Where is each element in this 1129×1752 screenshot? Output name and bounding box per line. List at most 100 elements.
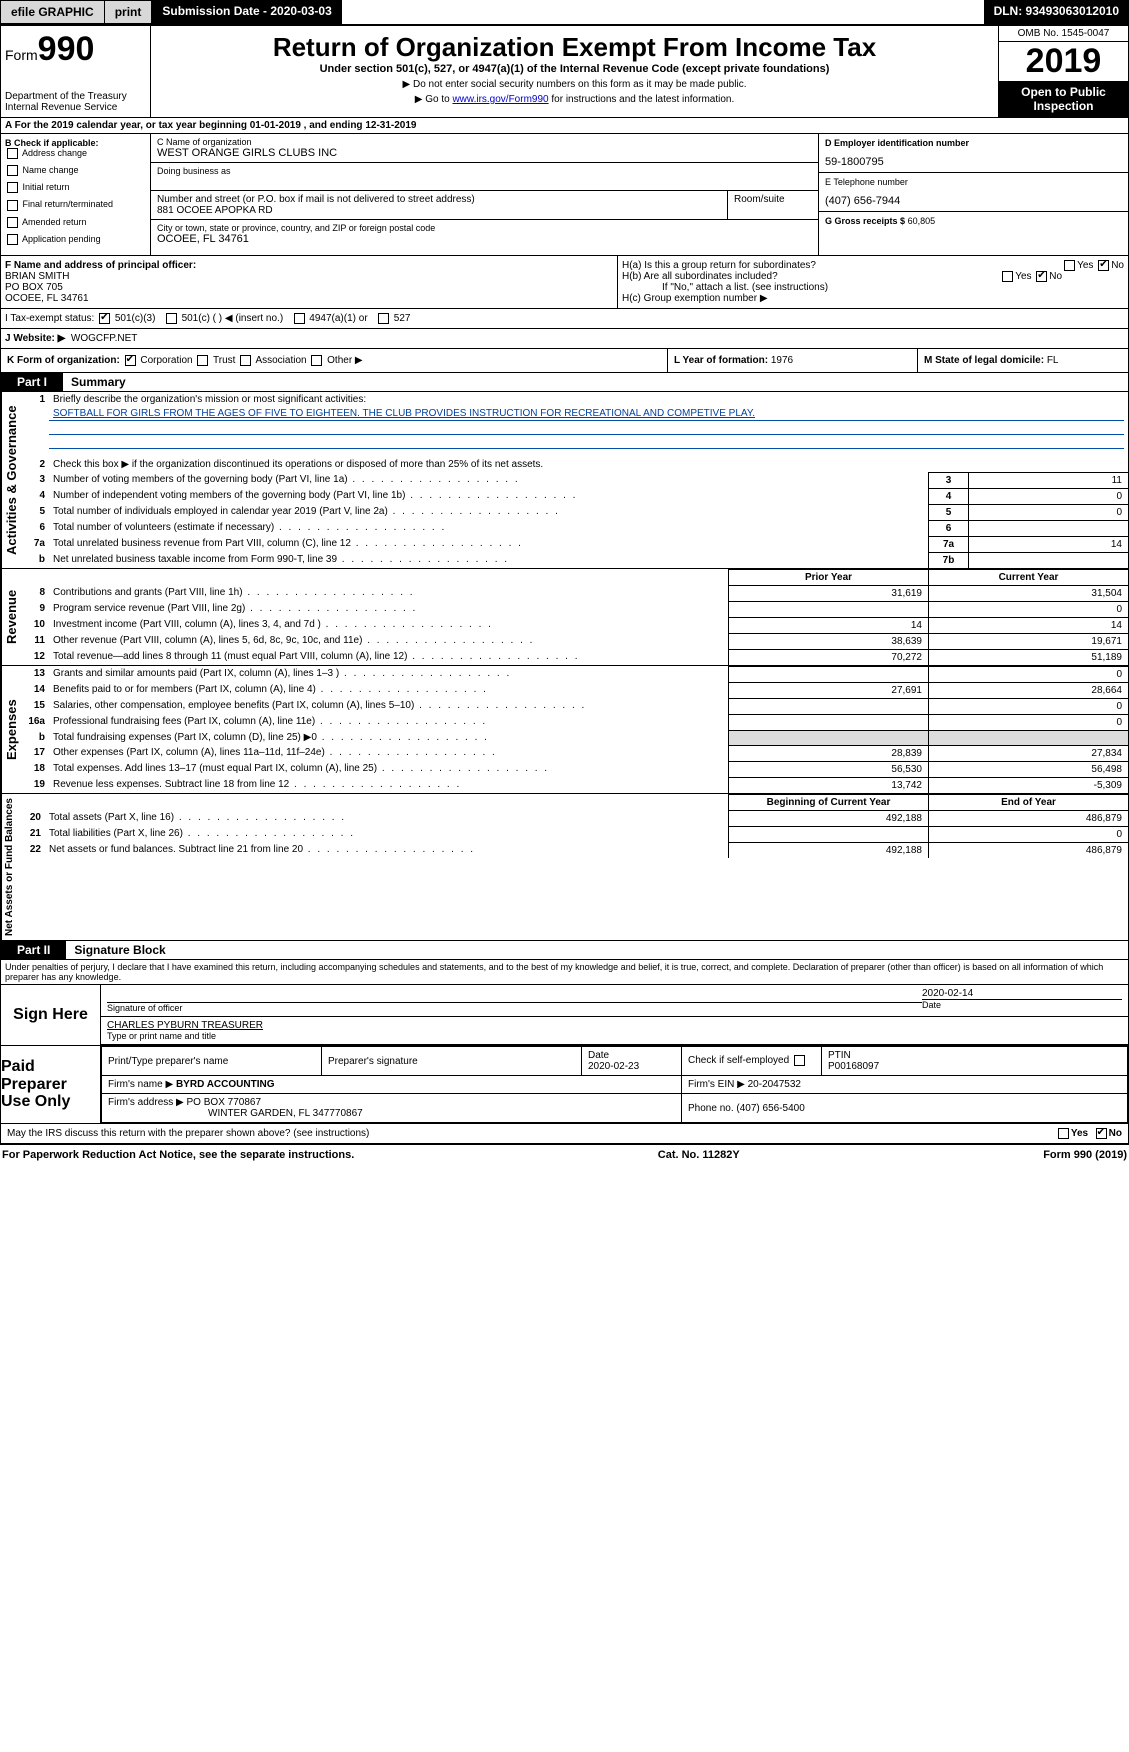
firm-addr2: WINTER GARDEN, FL 347770867	[108, 1108, 363, 1119]
sign-date-label: Date	[922, 999, 1122, 1010]
chk-4947[interactable]	[294, 313, 305, 324]
website-value: WOGCFP.NET	[71, 333, 137, 344]
line-15: 15Salaries, other compensation, employee…	[21, 698, 1128, 714]
vlabel-governance: Activities & Governance	[1, 392, 21, 568]
firm-ein: 20-2047532	[748, 1079, 801, 1090]
form-title: Return of Organization Exempt From Incom…	[157, 32, 992, 63]
note-ssn: ▶ Do not enter social security numbers o…	[157, 79, 992, 90]
sig-officer-label: Signature of officer	[107, 1002, 922, 1013]
preparer-table: Print/Type preparer's name Preparer's si…	[101, 1046, 1128, 1123]
paid-preparer-block: Paid Preparer Use Only Print/Type prepar…	[0, 1046, 1129, 1124]
line-22: 22Net assets or fund balances. Subtract …	[17, 842, 1128, 858]
part2-header: Part II Signature Block	[0, 941, 1129, 960]
dln: DLN: 93493063012010	[984, 0, 1129, 24]
chk-assoc[interactable]	[240, 355, 251, 366]
summary-line-3: 3Number of voting members of the governi…	[21, 472, 1128, 488]
line-11: 11Other revenue (Part VIII, column (A), …	[21, 633, 1128, 649]
form-number: Form990	[5, 30, 146, 69]
row-j: J Website: ▶ WOGCFP.NET	[0, 329, 1129, 349]
section-revenue: Revenue Prior Year Current Year 8Contrib…	[0, 569, 1129, 666]
line-14: 14Benefits paid to or for members (Part …	[21, 682, 1128, 698]
hdr-current: Current Year	[928, 569, 1128, 585]
mission-text: SOFTBALL FOR GIRLS FROM THE AGES OF FIVE…	[49, 407, 1124, 421]
officer-po: PO BOX 705	[5, 282, 63, 293]
chk-527[interactable]	[378, 313, 389, 324]
line-19: 19Revenue less expenses. Subtract line 1…	[21, 777, 1128, 793]
row-a-period: A For the 2019 calendar year, or tax yea…	[0, 118, 1129, 134]
form-subtitle: Under section 501(c), 527, or 4947(a)(1)…	[157, 63, 992, 75]
hdr-begin: Beginning of Current Year	[728, 794, 928, 810]
line-21: 21Total liabilities (Part X, line 26)0	[17, 826, 1128, 842]
prep-name-hdr: Print/Type preparer's name	[102, 1047, 322, 1076]
part1-header: Part I Summary	[0, 373, 1129, 392]
officer-label: F Name and address of principal officer:	[5, 260, 196, 271]
chk-other[interactable]	[311, 355, 322, 366]
perjury-text: Under penalties of perjury, I declare th…	[0, 960, 1129, 985]
open-to-public: Open to Public Inspection	[999, 81, 1128, 117]
ein-cell: D Employer identification number 59-1800…	[819, 134, 1128, 173]
irs-link[interactable]: www.irs.gov/Form990	[452, 94, 548, 105]
h-c: H(c) Group exemption number ▶	[622, 293, 1124, 304]
chk-address-change[interactable]: Address change	[5, 148, 146, 159]
summary-line-4: 4Number of independent voting members of…	[21, 488, 1128, 504]
chk-name-change[interactable]: Name change	[5, 165, 146, 176]
irs-label: Internal Revenue Service	[5, 102, 146, 113]
h-a: H(a) Is this a group return for subordin…	[622, 260, 1124, 271]
h-b-note: If "No," attach a list. (see instruction…	[622, 282, 1124, 293]
summary-line-7b: bNet unrelated business taxable income f…	[21, 552, 1128, 568]
vlabel-expenses: Expenses	[1, 666, 21, 793]
prep-date: 2020-02-23	[588, 1061, 639, 1072]
line-9: 9Program service revenue (Part VIII, lin…	[21, 601, 1128, 617]
firm-name: BYRD ACCOUNTING	[176, 1079, 275, 1090]
chk-501c3[interactable]	[99, 313, 110, 324]
line-18: 18Total expenses. Add lines 13–17 (must …	[21, 761, 1128, 777]
officer-typed-name: CHARLES PYBURN TREASURER	[107, 1020, 1122, 1031]
print-button[interactable]: print	[105, 0, 153, 24]
line2-desc: Check this box ▶ if the organization dis…	[49, 457, 1128, 472]
chk-501c[interactable]	[166, 313, 177, 324]
chk-amended[interactable]: Amended return	[5, 217, 146, 228]
top-bar: efile GRAPHIC print Submission Date - 20…	[0, 0, 1129, 24]
chk-corp[interactable]	[125, 355, 136, 366]
room-cell: Room/suite	[728, 191, 818, 219]
chk-trust[interactable]	[197, 355, 208, 366]
chk-pending[interactable]: Application pending	[5, 234, 146, 245]
col-b-checkboxes: B Check if applicable: Address change Na…	[1, 134, 151, 255]
firm-phone: (407) 656-5400	[736, 1103, 804, 1114]
tax-year: 2019	[999, 42, 1128, 81]
vlabel-net: Net Assets or Fund Balances	[1, 794, 17, 940]
prep-self-employed[interactable]: Check if self-employed	[682, 1047, 822, 1076]
line-12: 12Total revenue—add lines 8 through 11 (…	[21, 649, 1128, 665]
summary-line-6: 6Total number of volunteers (estimate if…	[21, 520, 1128, 536]
officer-name-label: Type or print name and title	[107, 1031, 1122, 1041]
may-discuss: May the IRS discuss this return with the…	[0, 1124, 1129, 1144]
officer-name: BRIAN SMITH	[5, 271, 69, 282]
hdr-end: End of Year	[928, 794, 1128, 810]
chk-final-return[interactable]: Final return/terminated	[5, 199, 146, 210]
page-footer: For Paperwork Reduction Act Notice, see …	[0, 1144, 1129, 1165]
form-header: Form990 Department of the Treasury Inter…	[0, 24, 1129, 118]
efile-button[interactable]: efile GRAPHIC	[0, 0, 105, 24]
note-link: ▶ Go to www.irs.gov/Form990 for instruct…	[157, 94, 992, 105]
street-cell: Number and street (or P.O. box if mail i…	[151, 191, 728, 219]
paid-label: Paid Preparer Use Only	[1, 1046, 101, 1123]
line1-desc: Briefly describe the organization's miss…	[49, 392, 1128, 407]
line-17: 17Other expenses (Part IX, column (A), l…	[21, 745, 1128, 761]
line-8: 8Contributions and grants (Part VIII, li…	[21, 585, 1128, 601]
h-b: H(b) Are all subordinates included? Yes …	[622, 271, 1124, 282]
prep-sig-hdr: Preparer's signature	[322, 1047, 582, 1076]
summary-line-7a: 7aTotal unrelated business revenue from …	[21, 536, 1128, 552]
section-governance: Activities & Governance 1Briefly describ…	[0, 392, 1129, 569]
chk-initial-return[interactable]: Initial return	[5, 182, 146, 193]
omb-number: OMB No. 1545-0047	[999, 26, 1128, 42]
entity-grid: B Check if applicable: Address change Na…	[0, 134, 1129, 256]
line-16a: 16aProfessional fundraising fees (Part I…	[21, 714, 1128, 730]
row-i: I Tax-exempt status: 501(c)(3) 501(c) ( …	[0, 309, 1129, 329]
city-cell: City or town, state or province, country…	[151, 220, 818, 248]
officer-city: OCOEE, FL 34761	[5, 293, 89, 304]
section-expenses: Expenses 13Grants and similar amounts pa…	[0, 666, 1129, 794]
phone-cell: E Telephone number (407) 656-7944	[819, 173, 1128, 212]
line-13: 13Grants and similar amounts paid (Part …	[21, 666, 1128, 682]
dba-cell: Doing business as	[151, 163, 818, 191]
sign-here-label: Sign Here	[1, 985, 101, 1045]
